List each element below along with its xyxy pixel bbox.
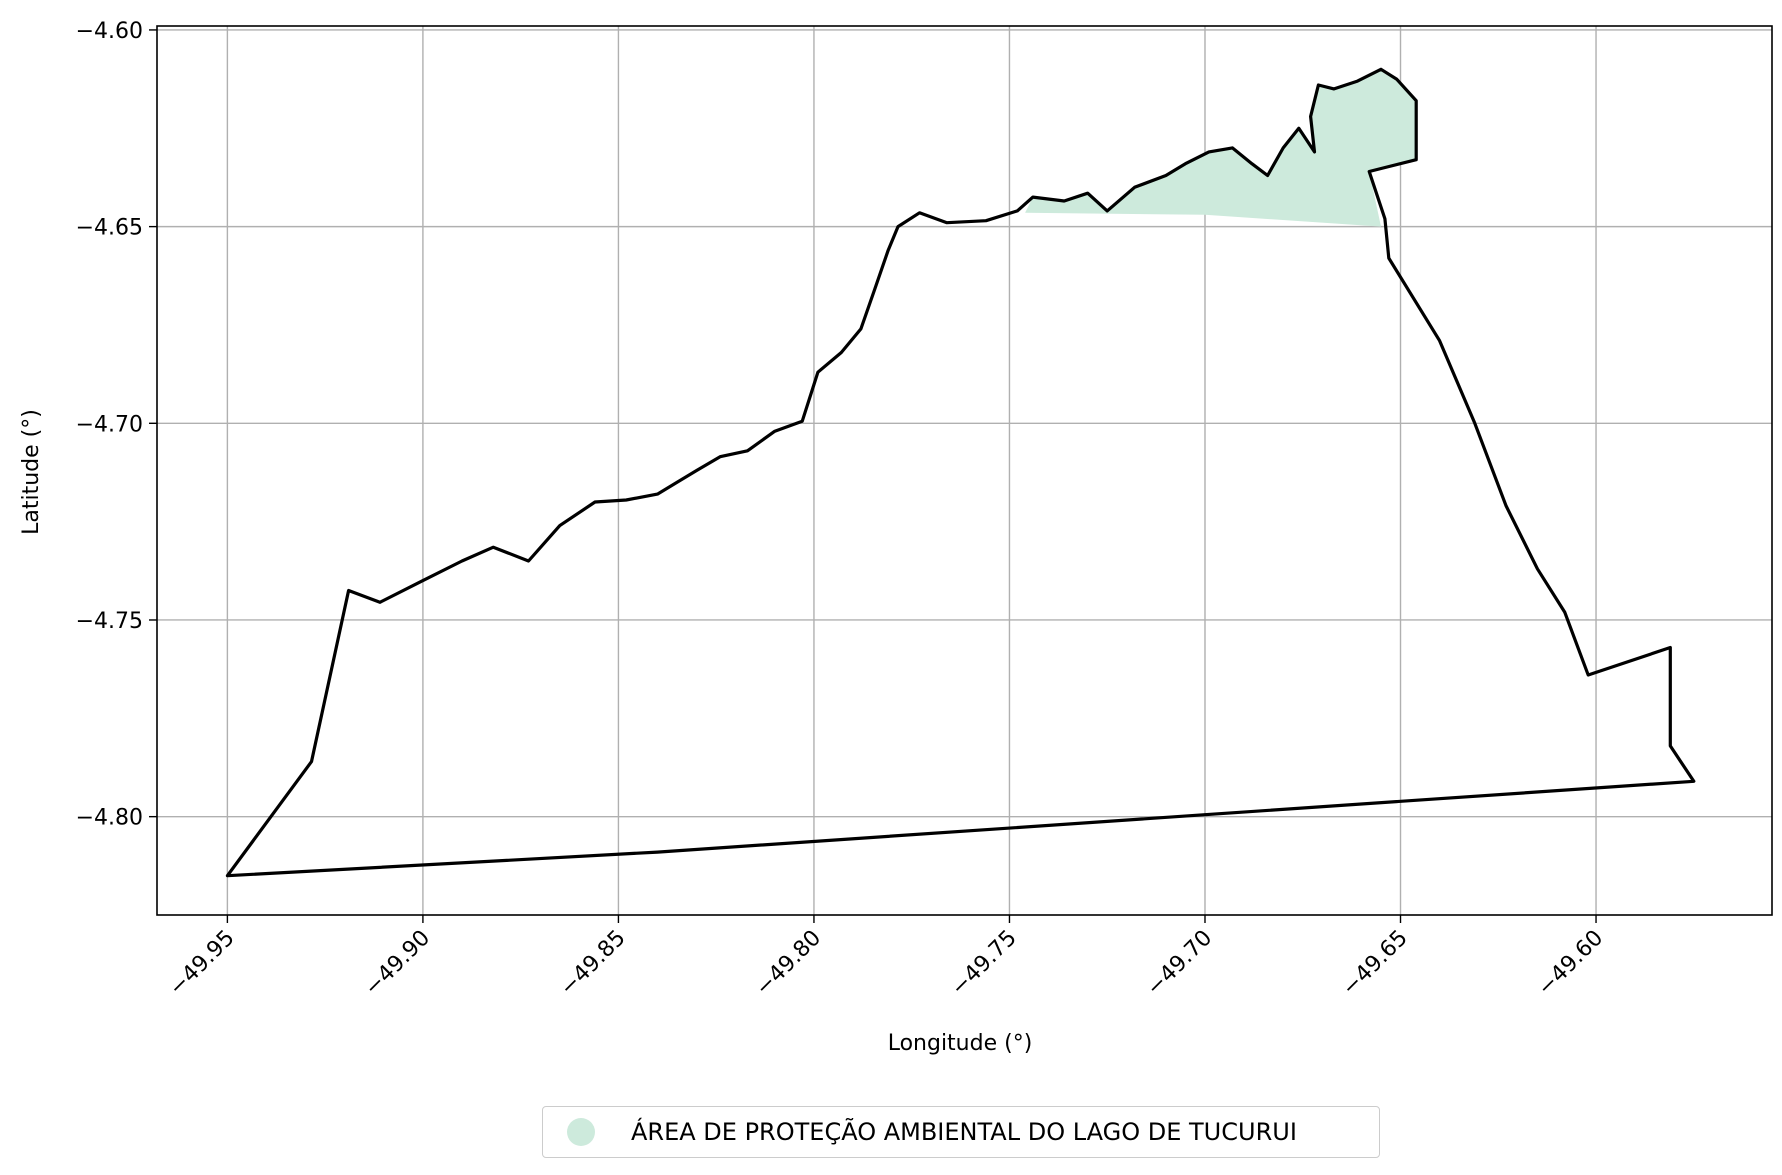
x-tick-label: −49.60 bbox=[1533, 926, 1608, 1001]
grid-lines bbox=[157, 26, 1772, 915]
plot-frame bbox=[156, 25, 1773, 916]
y-tick-label: −4.65 bbox=[76, 216, 143, 241]
y-tick-label: −4.60 bbox=[76, 19, 143, 44]
y-tick-label: −4.80 bbox=[76, 806, 143, 831]
x-tick-label: −49.80 bbox=[751, 926, 826, 1001]
x-tick-label: −49.90 bbox=[360, 926, 435, 1001]
x-tick-label: −49.70 bbox=[1142, 926, 1217, 1001]
x-tick-label: −49.65 bbox=[1338, 926, 1413, 1001]
legend: ÁREA DE PROTEÇÃO AMBIENTAL DO LAGO DE TU… bbox=[542, 1106, 1380, 1158]
y-tick-label: −4.75 bbox=[76, 609, 143, 634]
municipality-boundary bbox=[225, 67, 1696, 878]
protected-area-polygon[interactable] bbox=[1025, 69, 1417, 227]
x-axis-title: Longitude (°) bbox=[888, 1031, 1033, 1056]
y-axis-ticks: −4.60 −4.65 −4.70 −4.75 −4.80 bbox=[76, 19, 157, 831]
x-axis-ticks: −49.95 −49.90 −49.85 −49.80 −49.75 −49.70 −49.… bbox=[164, 915, 1608, 1001]
x-tick-label: −49.75 bbox=[946, 926, 1021, 1001]
x-tick-label: −49.95 bbox=[164, 926, 239, 1001]
legend-swatch-circle bbox=[567, 1118, 595, 1146]
legend-label: ÁREA DE PROTEÇÃO AMBIENTAL DO LAGO DE TU… bbox=[631, 1118, 1297, 1146]
x-tick-label: −49.85 bbox=[555, 926, 630, 1001]
y-tick-label: −4.70 bbox=[76, 412, 143, 437]
y-axis-title: Latitude (°) bbox=[19, 409, 44, 535]
